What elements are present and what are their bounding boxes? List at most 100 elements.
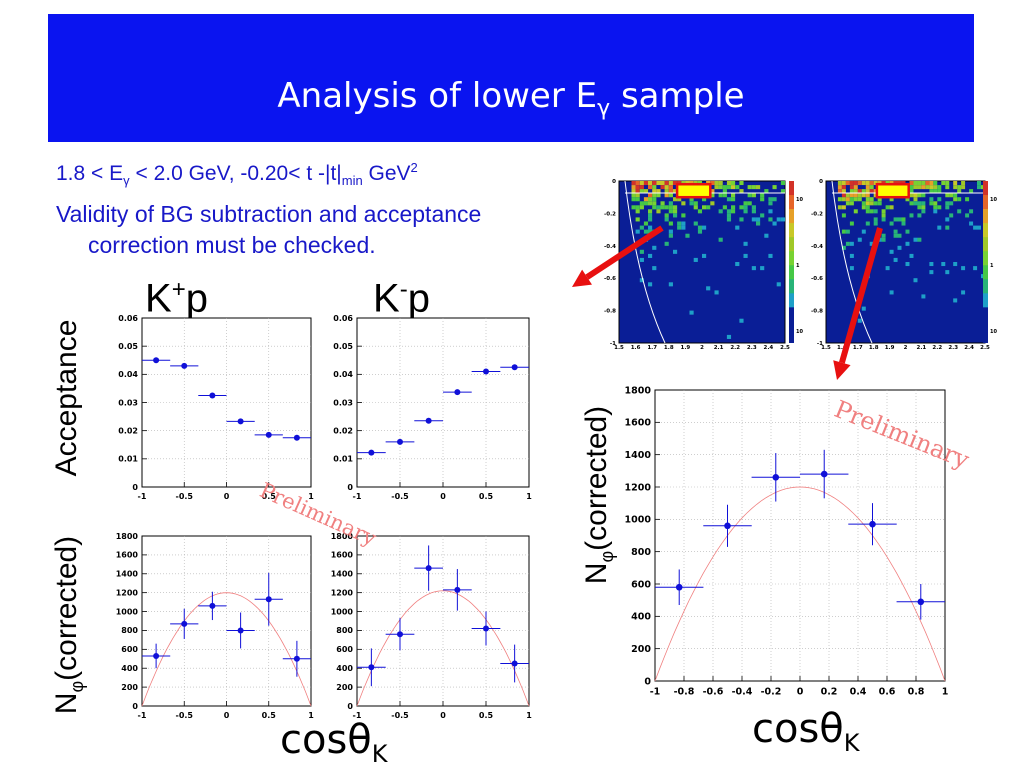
- heatmap-cell: [643, 197, 649, 202]
- heatmap-cell: [639, 189, 644, 194]
- heatmap-cell: [648, 282, 653, 287]
- heatmap-cell: [677, 221, 682, 226]
- y-tick-label: 1800: [116, 532, 139, 541]
- x-tick-label: -1: [138, 492, 147, 501]
- heatmap-cell: [631, 197, 636, 202]
- colorbar-tick-label: 10: [796, 197, 803, 203]
- heatmap-cell: [631, 189, 636, 194]
- heatmap-cell: [751, 185, 756, 190]
- colorbar-tick-label: 1: [796, 263, 800, 269]
- heatmap-cell: [913, 185, 918, 190]
- y-tick-label: 0: [347, 483, 353, 492]
- heatmap-cell: [731, 193, 736, 198]
- heatmap-cell: [697, 209, 703, 214]
- heatmap-cell: [885, 266, 890, 271]
- x-tick-label: 2.5: [780, 345, 790, 351]
- heatmap-cell: [913, 278, 918, 283]
- heatmap-cell: [841, 193, 846, 198]
- colorbar-tick-label: 10: [796, 329, 803, 335]
- heatmap-cell: [873, 201, 878, 206]
- heatmap-cell: [660, 205, 665, 210]
- data-point: [181, 362, 188, 369]
- data-point: [397, 631, 403, 638]
- heatmap-cell: [865, 201, 870, 206]
- heatmap-cell: [677, 197, 682, 202]
- colorbar-segment: [983, 279, 988, 294]
- x-tick-label: 1.9: [885, 345, 895, 351]
- y-tick-label: 1600: [331, 551, 354, 560]
- x-tick-label: 2.2: [730, 345, 740, 351]
- y-tick-label: -1: [817, 341, 823, 347]
- x-tick-label: 2.3: [747, 345, 757, 351]
- y-tick-label: 400: [631, 612, 651, 623]
- heatmap-cell: [639, 278, 644, 283]
- heatmap-cell: [937, 189, 942, 194]
- heatmap-cell: [841, 229, 846, 234]
- heatmap-cell: [664, 205, 669, 210]
- heatmap-cell: [635, 209, 640, 214]
- heatmap-cell: [726, 197, 732, 202]
- heatmap-cell: [689, 310, 694, 315]
- heatmap-cell: [681, 213, 686, 218]
- heatmap-cell: [857, 189, 862, 194]
- x-tick-label: 1.5: [614, 345, 624, 351]
- heatmap-cell: [945, 225, 950, 230]
- heatmap-cell: [668, 189, 673, 194]
- heatmap-cell: [921, 193, 926, 198]
- heatmap-cell: [861, 229, 866, 234]
- heatmap-cell: [857, 237, 862, 242]
- heatmap-cell: [635, 229, 640, 234]
- y-tick-label: 0.06: [118, 314, 138, 323]
- heatmap-cell: [865, 189, 870, 194]
- x-tick-label: 2.4: [764, 345, 774, 351]
- heatmap-cell: [731, 185, 736, 190]
- x-tick-label: 0: [224, 492, 230, 501]
- heatmap-cell: [853, 185, 858, 190]
- heatmap-cell: [869, 209, 874, 214]
- heatmap-cell: [873, 221, 878, 226]
- heatmap-cell: [747, 185, 752, 190]
- heatmap-cell: [652, 245, 657, 250]
- x-tick-label: 2.2: [932, 345, 942, 351]
- heatmap-cell: [743, 205, 748, 210]
- heatmap-cell: [901, 217, 906, 222]
- heatmap-cell: [853, 209, 858, 214]
- heatmap-cell: [652, 201, 657, 206]
- x-tick-label: 1.8: [869, 345, 879, 351]
- data-point: [454, 389, 461, 396]
- heatmap-cell: [710, 181, 715, 186]
- heatmap-cell: [897, 245, 902, 250]
- colorbar-segment: [983, 181, 988, 196]
- chart-n-kp: -1 -0.5 0 0.5 1 0 200 400 600 800 1000 1200 1400 1600…: [116, 532, 314, 720]
- y-tick-label: 1200: [116, 588, 139, 597]
- heatmap-cell: [917, 193, 922, 198]
- slide-title: Analysis of lower Eγ sample: [277, 76, 745, 121]
- heatmap-cell: [937, 185, 942, 190]
- x-tick-label: 2.5: [980, 345, 990, 351]
- colorbar-segment: [789, 265, 794, 280]
- selection-box: [875, 182, 910, 199]
- heatmap-cell: [881, 217, 886, 222]
- heatmap-cell: [639, 201, 644, 206]
- heatmap-cell: [953, 181, 958, 186]
- heatmap-cell: [849, 189, 854, 194]
- heatmap-cell: [905, 229, 910, 234]
- heatmap-cell: [889, 205, 894, 210]
- y-tick-label: 800: [631, 547, 651, 558]
- heatmap-cell: [635, 197, 640, 202]
- heatmap-cell: [837, 189, 842, 194]
- heatmap-cell: [643, 189, 649, 194]
- heatmap-cell: [743, 241, 748, 246]
- heatmap-cell: [957, 189, 962, 194]
- x-tick-label: 1.8: [664, 345, 674, 351]
- heatmap-cell: [697, 225, 703, 230]
- y-tick-label: 0.03: [333, 398, 353, 407]
- y-tick-label: 1000: [331, 607, 354, 616]
- validity-text-line-1: Validity of BG subtraction and acceptanc…: [56, 201, 482, 227]
- colorbar-segment: [789, 251, 794, 266]
- heatmap-cell: [760, 197, 765, 202]
- x-tick-label: -0.4: [732, 687, 753, 698]
- data-point: [397, 438, 403, 445]
- heatmap-cell: [953, 193, 958, 198]
